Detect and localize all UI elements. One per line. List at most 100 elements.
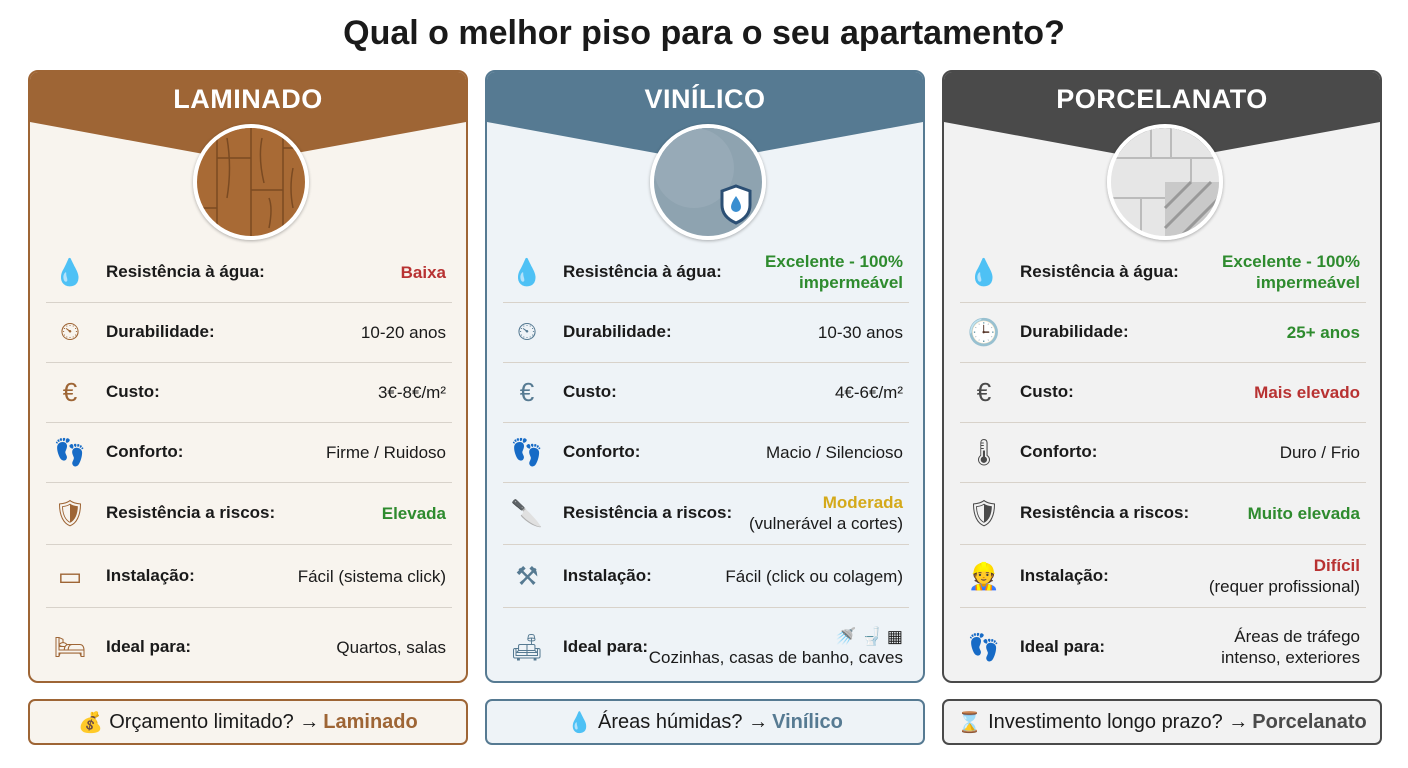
- attribute-label: Ideal para:: [106, 637, 192, 656]
- recommendation-question: Orçamento limitado? →: [109, 710, 320, 733]
- card-vinilico: VINÍLICO 💧 Resistência à água: Excelente…: [485, 70, 925, 683]
- attribute-label: Durabilidade:: [563, 322, 672, 341]
- attribute-value: 4€-6€/m²: [834, 382, 903, 402]
- attribute-label: Resistência à água:: [106, 262, 265, 281]
- attribute-value: 🚿 🚽 ▦ Cozinhas, casas de banho, caves: [648, 627, 903, 667]
- thermometer-icon: 🌡: [967, 436, 1001, 467]
- attribute-row: 🌡 Conforto: Duro / Frio: [960, 422, 1366, 483]
- attribute-row: ⏲ Durabilidade: 10-20 anos: [46, 302, 452, 363]
- attribute-label: Resistência a riscos:: [106, 503, 276, 522]
- attribute-row: 🕒 Durabilidade: 25+ anos: [960, 302, 1366, 363]
- attribute-value: Fácil (click ou colagem): [725, 566, 903, 586]
- attribute-row: 🔪 Resistência a riscos: Moderada (vulner…: [503, 482, 909, 545]
- attribute-value: Excelente - 100% impermeável: [765, 252, 903, 292]
- card-title: LAMINADO: [173, 84, 323, 114]
- page-title: Qual o melhor piso para o seu apartament…: [343, 14, 1065, 52]
- attribute-label: Ideal para:: [563, 637, 649, 656]
- attribute-row: 👣 Conforto: Macio / Silencioso: [503, 422, 909, 483]
- shield-double-check-icon: 🛡: [967, 497, 1001, 528]
- attribute-row: 👣 Conforto: Firme / Ruidoso: [46, 422, 452, 483]
- card-title: PORCELANATO: [1056, 84, 1268, 114]
- card-header-band: [487, 72, 923, 172]
- euro-coin-icon: €: [519, 376, 535, 407]
- attribute-label: Resistência à água:: [1020, 262, 1179, 281]
- hourglass-icon: ⌛: [957, 711, 983, 734]
- clock-gear-icon: ⏲: [516, 316, 538, 346]
- attribute-value: Elevada: [381, 503, 446, 523]
- water-drop-check-icon: 💧: [967, 256, 1001, 287]
- attribute-row: 🛋 Ideal para: 🚿 🚽 ▦ Cozinhas, casas de b…: [503, 612, 909, 681]
- money-bag-icon: 💰: [78, 711, 104, 734]
- recommendation-answer: Laminado: [323, 710, 418, 733]
- attribute-row: 👣 Ideal para: Áreas de tráfego intenso, …: [960, 612, 1366, 681]
- attribute-row: 💧 Resistência à água: Excelente - 100% i…: [960, 242, 1366, 303]
- worker-icon: 👷: [967, 560, 1001, 591]
- sofa-icon: 🛋: [510, 631, 544, 662]
- coins-up-icon: €: [976, 376, 992, 407]
- attribute-row: € Custo: Mais elevado: [960, 362, 1366, 423]
- attribute-label: Instalação:: [1020, 566, 1109, 585]
- attribute-value: Quartos, salas: [336, 637, 446, 657]
- recommendation-banner: ⌛ Investimento longo prazo? → Porcelanato: [942, 699, 1382, 745]
- attribute-value: Muito elevada: [1247, 503, 1360, 523]
- euro-coins-icon: €: [62, 376, 78, 407]
- clock-icon: 🕒: [967, 316, 1001, 347]
- attribute-label: Conforto:: [563, 442, 641, 461]
- attribute-value: Difícil (requer profissional): [1208, 556, 1360, 596]
- attribute-label: Resistência à água:: [563, 262, 722, 281]
- recommendation-banner: 💰 Orçamento limitado? → Laminado: [28, 699, 468, 745]
- attribute-row: ▭ Instalação: Fácil (sistema click): [46, 545, 452, 608]
- foot-cushion-icon: 👣: [510, 436, 544, 467]
- card-porcelanato: PORCELANATO 💧 Resistência à água: Excele…: [942, 70, 1382, 683]
- water-drop-icon: 💧: [567, 711, 593, 734]
- attribute-value: Excelente - 100% impermeável: [1222, 252, 1360, 292]
- attribute-row: ⏲ Durabilidade: 10-30 anos: [503, 302, 909, 363]
- attribute-row: ⚒ Instalação: Fácil (click ou colagem): [503, 545, 909, 608]
- card-header-band: [30, 72, 466, 172]
- attribute-value: Áreas de tráfego intenso, exteriores: [1221, 627, 1360, 667]
- attribute-row: € Custo: 4€-6€/m²: [503, 362, 909, 423]
- recommendation-answer: Porcelanato: [1252, 710, 1367, 733]
- attribute-label: Conforto:: [106, 442, 184, 461]
- attribute-label: Custo:: [106, 382, 160, 401]
- attribute-value: Fácil (sistema click): [297, 566, 446, 586]
- attribute-label: Durabilidade:: [1020, 322, 1129, 341]
- water-drop-warning-icon: 💧: [53, 256, 87, 287]
- water-drop-check-icon: 💧: [510, 256, 544, 287]
- attribute-label: Durabilidade:: [106, 322, 215, 341]
- attribute-label: Custo:: [1020, 382, 1074, 401]
- attribute-value: 25+ anos: [1286, 322, 1360, 342]
- attribute-label: Resistência a riscos:: [563, 503, 733, 522]
- attribute-label: Custo:: [563, 382, 617, 401]
- attribute-row: € Custo: 3€-8€/m²: [46, 362, 452, 423]
- recommendation-question: Áreas húmidas? →: [598, 710, 769, 733]
- recommendation-question: Investimento longo prazo? →: [988, 710, 1249, 733]
- attribute-value: Baixa: [400, 262, 446, 282]
- attribute-value: Firme / Ruidoso: [326, 442, 446, 462]
- attribute-value: Macio / Silencioso: [765, 442, 903, 462]
- card-header-band: [944, 72, 1380, 172]
- attribute-row: 🛡 Resistência a riscos: Muito elevada: [960, 482, 1366, 545]
- card-title: VINÍLICO: [644, 84, 766, 114]
- attribute-row: 👷 Instalação: Difícil (requer profission…: [960, 545, 1366, 608]
- attribute-value: Mais elevado: [1254, 382, 1360, 402]
- attribute-label: Resistência a riscos:: [1020, 503, 1190, 522]
- shield-check-icon: 🛡: [53, 497, 87, 528]
- attribute-row: 💧 Resistência à água: Baixa: [46, 242, 452, 303]
- attribute-value: Duro / Frio: [1279, 442, 1360, 462]
- recommendation-answer: Vinílico: [772, 710, 843, 733]
- floor-sample-image: [650, 124, 766, 240]
- attribute-label: Conforto:: [1020, 442, 1098, 461]
- footprints-icon: 👣: [967, 631, 1001, 662]
- floor-sample-image: [193, 124, 309, 240]
- attribute-value: 10-20 anos: [360, 322, 446, 342]
- clock-gear-icon: ⏲: [59, 316, 81, 346]
- attribute-row: 🛏 Ideal para: Quartos, salas: [46, 612, 452, 681]
- foot-sound-icon: 👣: [53, 436, 87, 467]
- attribute-label: Instalação:: [106, 566, 195, 585]
- attribute-value: 3€-8€/m²: [377, 382, 446, 402]
- card-laminado: LAMINADO 💧 Resistência à água: Baixa ⏲ D…: [28, 70, 468, 683]
- attribute-row: 💧 Resistência à água: Excelente - 100% i…: [503, 242, 909, 303]
- click-plank-icon: ▭: [57, 560, 83, 591]
- bed-icon: 🛏: [53, 631, 87, 662]
